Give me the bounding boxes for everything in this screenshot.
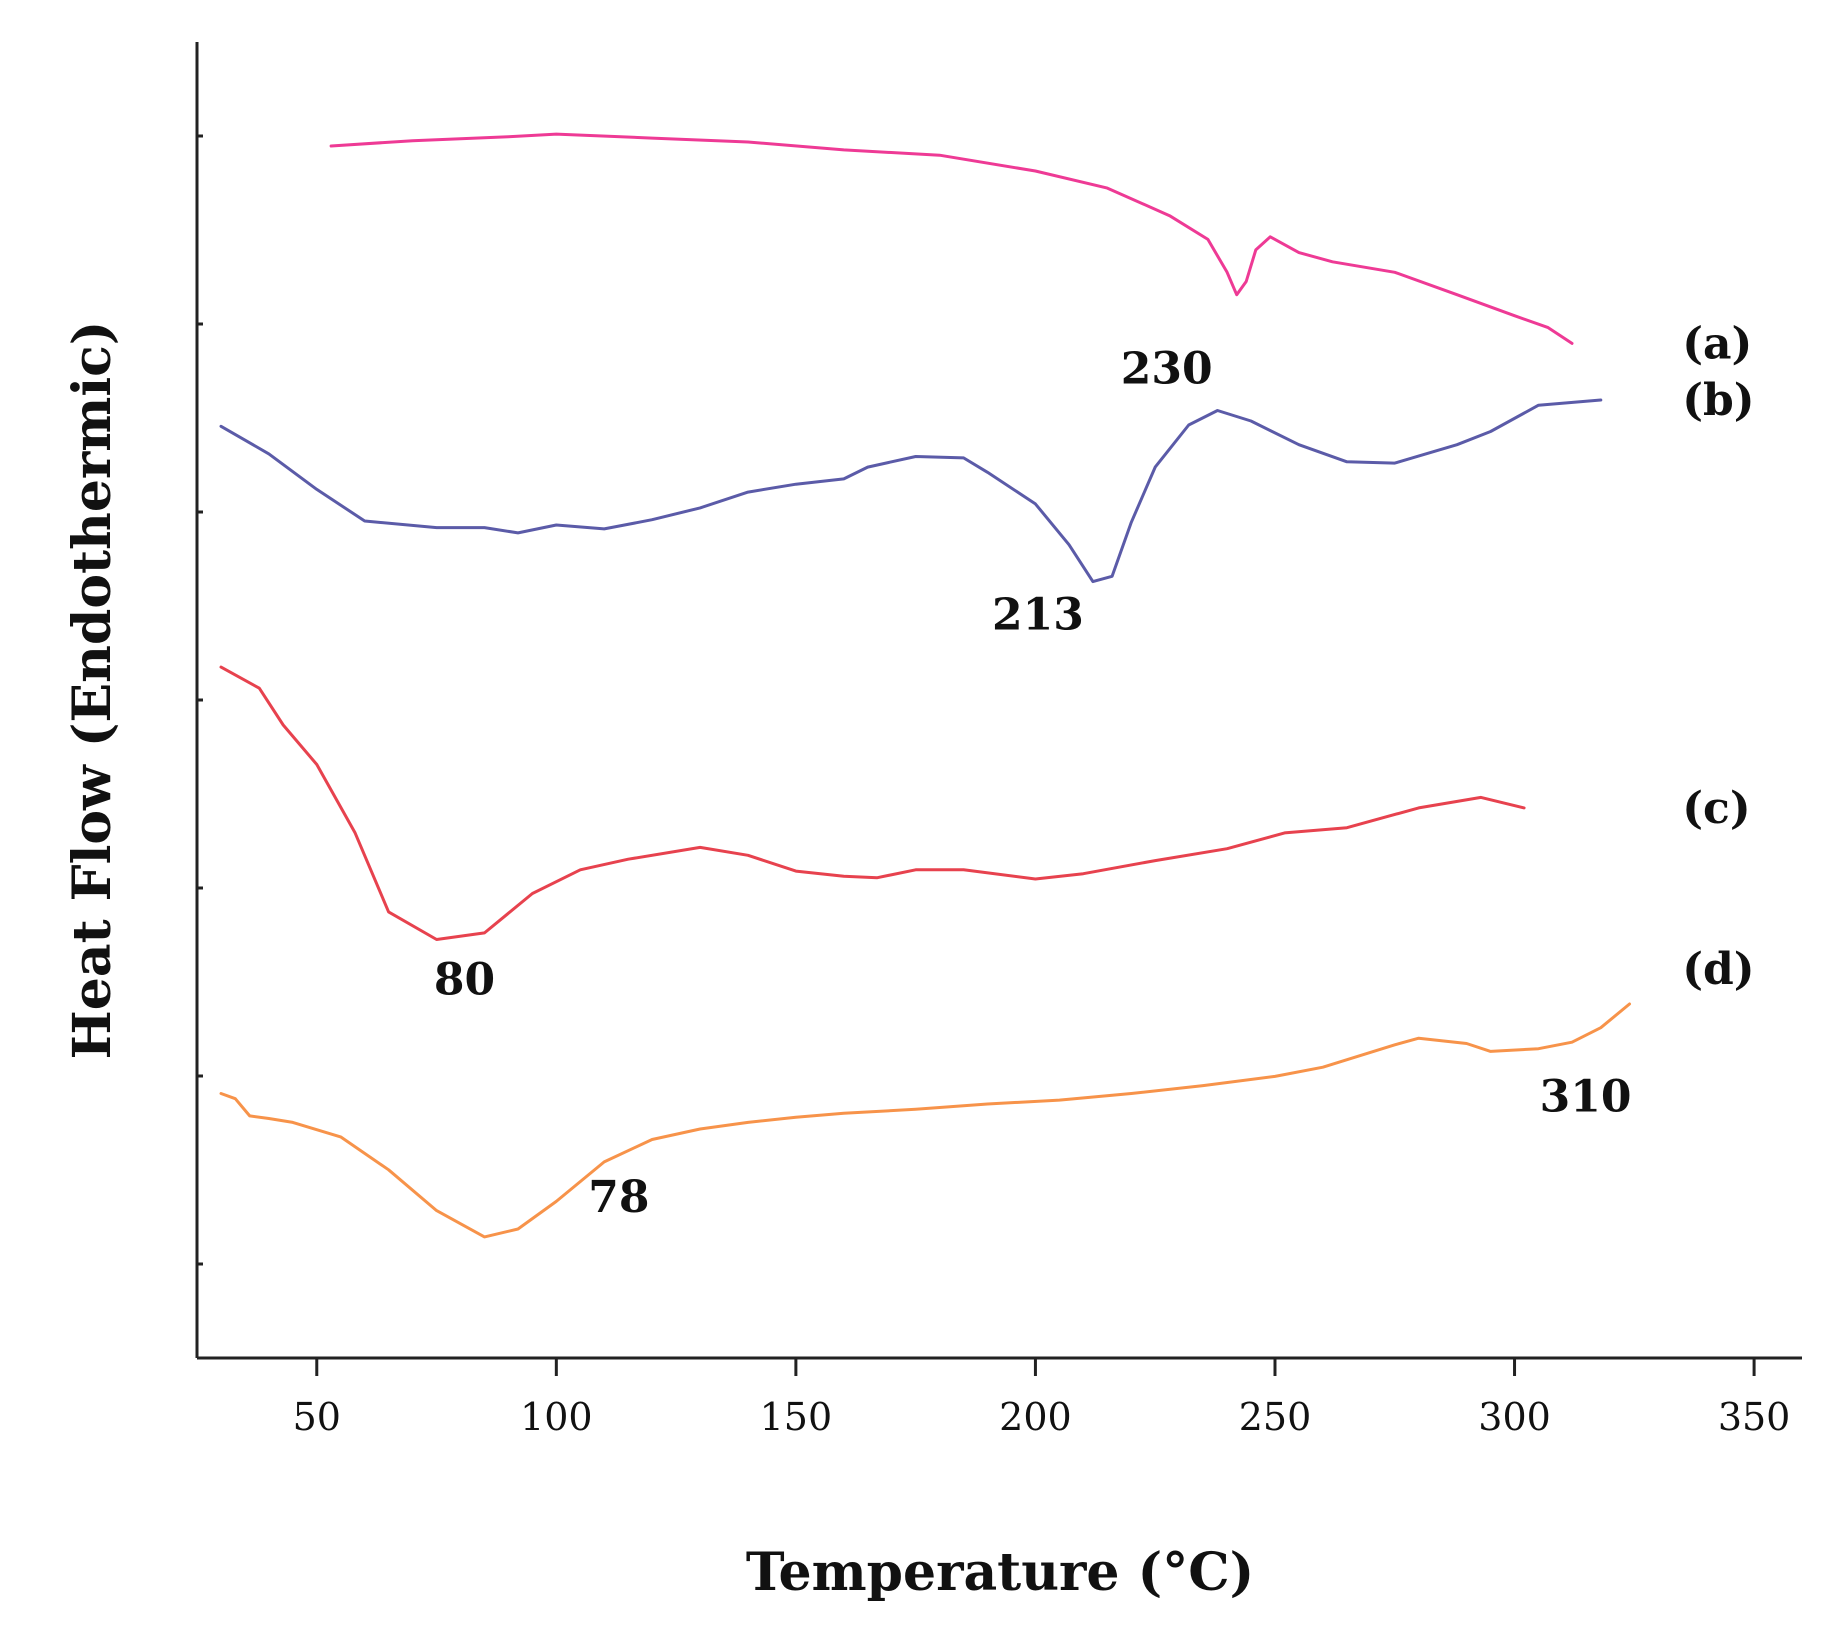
- x-tick-label-250: 250: [1239, 1395, 1312, 1439]
- x-tick-label-100: 100: [520, 1395, 593, 1439]
- x-tick-label-200: 200: [999, 1395, 1072, 1439]
- series-line-c: [219, 665, 1526, 941]
- x-axis-title: Temperature (°C): [746, 1542, 1254, 1603]
- curve-label-d: (d): [1682, 944, 1754, 995]
- peak-label-b: 213: [992, 590, 1084, 641]
- annotation-310: 310: [1540, 1071, 1632, 1122]
- x-tick-label-150: 150: [760, 1395, 833, 1439]
- x-ticks: 50 100 150 200 250 300 350: [293, 1358, 1791, 1439]
- y-ticks: [197, 134, 203, 1266]
- axes: 50 100 150 200 250 300 350: [195, 42, 1802, 1439]
- curve-label-b: (b): [1682, 375, 1754, 426]
- peak-label-d: 78: [588, 1172, 649, 1223]
- x-tick-label-300: 300: [1478, 1395, 1551, 1439]
- series-layer: [219, 132, 1631, 1239]
- peak-label-c: 80: [434, 955, 495, 1006]
- curve-label-a: (a): [1682, 318, 1752, 369]
- x-tick-label-350: 350: [1718, 1395, 1791, 1439]
- curve-label-c: (c): [1682, 783, 1750, 834]
- labels-layer: (a) 230 (b) 213 (c) 80 (d) 78 310: [434, 318, 1755, 1223]
- series-line-b: [219, 398, 1603, 584]
- x-tick-label-50: 50: [293, 1395, 341, 1439]
- series-line-d: [219, 1002, 1631, 1239]
- y-axis-title: Heat Flow (Endothermic): [62, 321, 123, 1060]
- series-line-a: [329, 132, 1574, 345]
- peak-label-a: 230: [1121, 343, 1213, 394]
